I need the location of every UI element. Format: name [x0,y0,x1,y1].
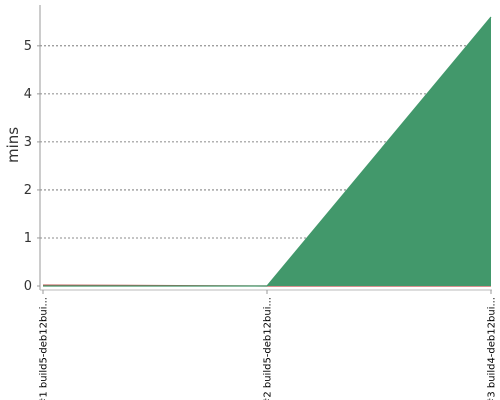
grid-layer [40,45,491,239]
y-tick-label: 3 [24,135,32,150]
y-tick-label: 0 [24,279,32,294]
x-tick-label: #1 build5-deb12bui... [39,297,50,400]
series-1-area [43,17,491,287]
area-layer [42,16,492,287]
x-tick-label: #3 build4-deb12bui... [487,297,498,400]
y-tick-label: 4 [24,87,32,102]
x-tick-labels: #1 build5-deb12bui... #2 build5-deb12bui.… [39,290,498,400]
x-tick-label: #2 build5-deb12bui... [263,297,274,400]
y-tick-label: 2 [24,183,32,198]
y-axis-label: mins [4,127,22,163]
axis-layer [39,5,492,291]
series-1-line [43,16,492,287]
y-tick-label: 1 [24,231,32,246]
y-tick-labels: 0 1 2 3 4 5 [24,39,40,294]
y-tick-label: 5 [24,39,32,54]
